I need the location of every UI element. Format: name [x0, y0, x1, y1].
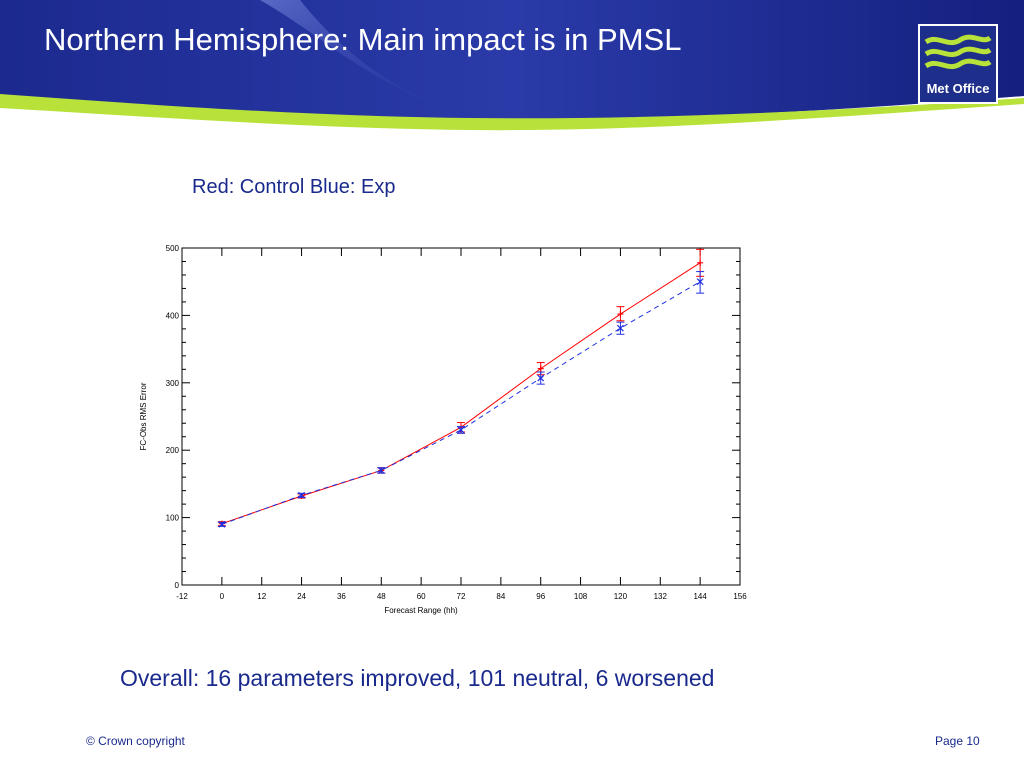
x-tick-label: 144	[693, 592, 707, 601]
x-tick-label: 60	[417, 592, 426, 601]
series-line-exp	[221, 281, 701, 525]
x-tick-label: 12	[257, 592, 266, 601]
y-tick-label: 200	[166, 446, 180, 455]
x-tick-label: 120	[614, 592, 628, 601]
data-point-control	[617, 311, 624, 318]
series-line-control	[221, 262, 701, 525]
slide-title: Northern Hemisphere: Main impact is in P…	[44, 22, 682, 57]
y-tick-label: 500	[166, 244, 180, 253]
x-tick-label: 96	[536, 592, 545, 601]
x-tick-label: 24	[297, 592, 306, 601]
y-tick-label: 400	[166, 311, 180, 320]
plot-frame	[181, 247, 741, 586]
y-axis-label: FC-Obs RMS Error	[139, 382, 148, 450]
x-tick-label: 0	[220, 592, 225, 601]
data-point-exp	[218, 520, 226, 528]
data-point-control	[697, 259, 704, 266]
data-point-exp	[696, 278, 704, 286]
summary-text: Overall: 16 parameters improved, 101 neu…	[120, 665, 715, 691]
y-tick-label: 100	[166, 514, 180, 523]
data-point-exp	[457, 426, 465, 434]
met-office-logo: Met Office	[918, 24, 998, 104]
logo-text: Met Office	[926, 81, 990, 96]
chart-container: -12 0 12 24 36 48 60 72 84 96 108 120 132 144 156 0 100 2…	[130, 236, 760, 626]
legend-caption: Red: Control Blue: Exp	[192, 176, 396, 198]
x-tick-label: 84	[496, 592, 505, 601]
header-background	[0, 0, 1024, 131]
data-point-exp	[617, 324, 624, 332]
x-tick-label: 72	[457, 592, 466, 601]
x-tick-label: 132	[654, 592, 668, 601]
data-point-exp	[298, 491, 305, 499]
copyright-footer: © Crown copyright	[86, 734, 185, 748]
rms-error-chart: -12 0 12 24 36 48 60 72 84 96 108 120 132 144 156 0 100 2…	[139, 244, 747, 615]
x-tick-label: 108	[574, 592, 588, 601]
y-tick-label: 300	[166, 379, 180, 388]
x-axis-label: Forecast Range (hh)	[384, 606, 458, 615]
x-tick-label: 36	[337, 592, 346, 601]
y-tick-label: 0	[175, 581, 180, 590]
x-tick-label: -12	[176, 592, 188, 601]
x-tick-label: 48	[377, 592, 386, 601]
page-number: Page 10	[935, 734, 980, 748]
header-banner: Northern Hemisphere: Main impact is in P…	[0, 0, 1024, 135]
data-point-control	[537, 365, 544, 372]
x-tick-label: 156	[733, 592, 747, 601]
data-point-exp	[377, 466, 385, 474]
logo-waves-icon	[924, 34, 992, 70]
data-point-exp	[537, 374, 545, 382]
